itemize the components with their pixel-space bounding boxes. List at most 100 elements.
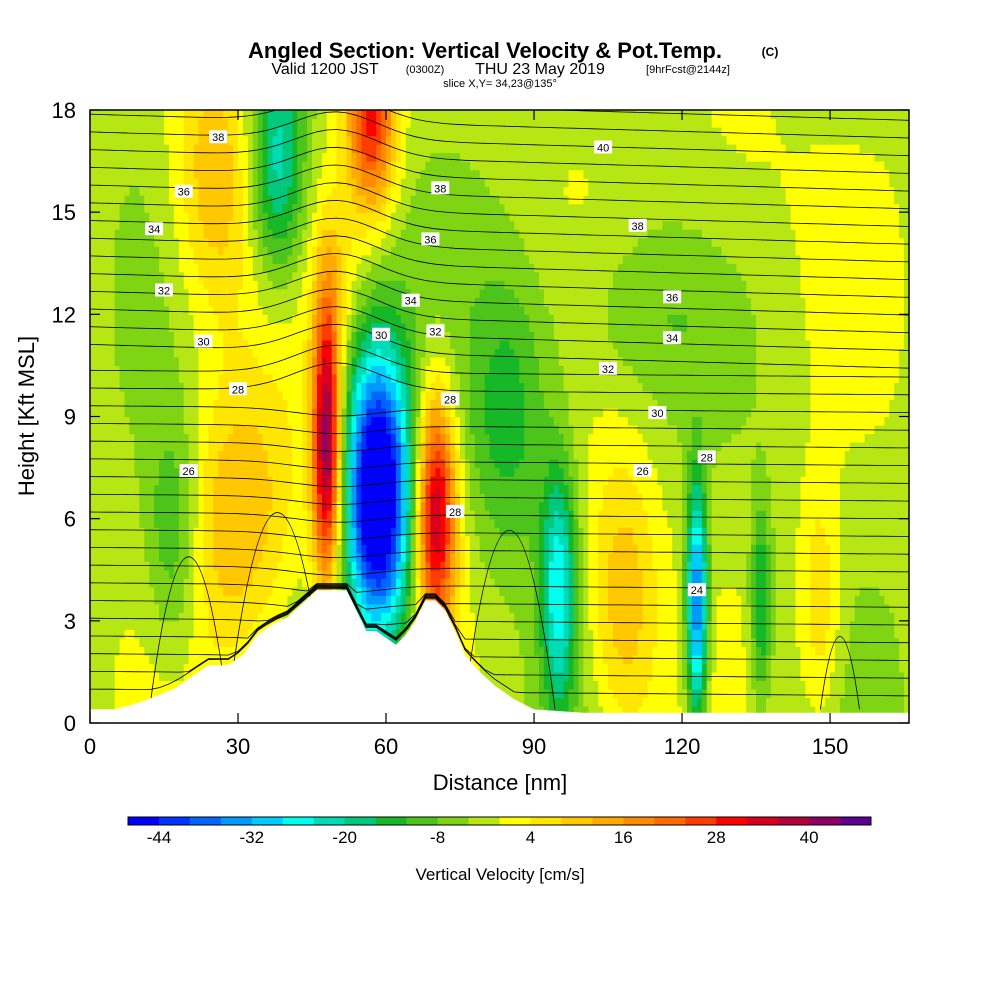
field-cell — [144, 612, 150, 622]
field-cell — [129, 390, 135, 401]
field-cell — [94, 442, 101, 452]
field-cell — [297, 442, 303, 452]
field-cell — [198, 450, 205, 460]
field-cell — [203, 518, 210, 528]
field-cell — [183, 382, 190, 392]
field-cell — [104, 459, 111, 469]
field-cell — [287, 442, 293, 452]
field-cell — [326, 348, 333, 358]
field-cell — [321, 271, 328, 281]
field-cell — [425, 484, 432, 494]
field-cell — [164, 654, 170, 664]
field-cell — [164, 127, 170, 137]
field-cell — [302, 110, 308, 120]
field-cell — [99, 595, 106, 605]
field-cell — [371, 305, 377, 315]
field-cell — [134, 203, 140, 213]
field-cell — [99, 246, 106, 256]
field-cell — [415, 493, 422, 503]
field-cell — [213, 552, 219, 562]
field-cell — [228, 110, 234, 120]
field-cell — [430, 578, 436, 588]
field-cell — [129, 382, 135, 392]
field-cell — [316, 433, 323, 443]
field-cell — [218, 603, 224, 613]
field-cell — [173, 416, 180, 426]
field-cell — [208, 356, 214, 367]
field-cell — [277, 518, 284, 528]
field-cell — [168, 118, 175, 128]
field-cell — [307, 544, 313, 554]
field-cell — [267, 348, 274, 358]
field-cell — [272, 127, 279, 137]
field-cell — [420, 254, 427, 264]
field-cell — [336, 118, 343, 128]
field-cell — [405, 195, 412, 205]
field-cell — [213, 603, 219, 613]
field-cell — [366, 229, 372, 239]
field-cell — [272, 169, 279, 179]
field-cell — [366, 110, 372, 120]
field-cell — [282, 356, 288, 367]
field-cell — [178, 152, 185, 162]
field-cell — [104, 280, 111, 290]
field-cell — [297, 407, 303, 418]
field-cell — [390, 288, 397, 298]
field-cell — [178, 365, 185, 375]
field-cell — [114, 280, 121, 290]
field-cell — [203, 620, 210, 630]
field-cell — [425, 135, 432, 145]
field-cell — [282, 561, 288, 571]
field-cell — [94, 535, 101, 545]
field-cell — [129, 493, 135, 503]
field-cell — [395, 254, 402, 264]
field-cell — [208, 578, 214, 588]
field-cell — [420, 459, 427, 469]
field-cell — [277, 561, 284, 571]
field-cell — [218, 280, 224, 290]
field-cell — [390, 433, 397, 443]
field-cell — [356, 135, 362, 145]
field-cell — [326, 127, 333, 137]
field-cell — [193, 620, 200, 630]
field-cell — [203, 467, 210, 477]
field-cell — [242, 229, 249, 239]
field-cell — [366, 195, 372, 205]
field-cell — [316, 331, 323, 341]
field-cell — [124, 297, 131, 307]
field-cell — [223, 578, 229, 588]
field-cell — [134, 288, 140, 298]
field-cell — [376, 135, 382, 145]
field-cell — [282, 535, 288, 545]
field-cell — [262, 407, 269, 418]
field-cell — [282, 450, 288, 460]
field-cell — [312, 527, 318, 537]
field-cell — [361, 620, 367, 630]
field-cell — [366, 246, 372, 256]
field-cell — [149, 331, 155, 341]
field-cell — [292, 118, 298, 128]
field-cell — [376, 322, 382, 332]
field-cell — [321, 467, 328, 477]
field-cell — [114, 544, 121, 554]
field-cell — [213, 348, 219, 358]
field-cell — [119, 186, 126, 196]
field-cell — [420, 535, 427, 545]
field-cell — [242, 459, 249, 469]
field-cell — [119, 263, 126, 273]
field-cell — [252, 484, 259, 494]
field-cell — [218, 629, 224, 639]
field-cell — [114, 459, 121, 469]
field-cell — [267, 254, 274, 264]
field-cell — [90, 195, 96, 205]
field-cell — [198, 629, 205, 639]
field-cell — [312, 365, 318, 375]
field-cell — [257, 561, 264, 571]
field-cell — [361, 527, 367, 537]
field-cell — [193, 118, 200, 128]
field-cell — [351, 271, 358, 281]
field-cell — [203, 399, 210, 409]
field-cell — [94, 203, 101, 213]
field-cell — [178, 544, 185, 554]
field-cell — [292, 331, 298, 341]
